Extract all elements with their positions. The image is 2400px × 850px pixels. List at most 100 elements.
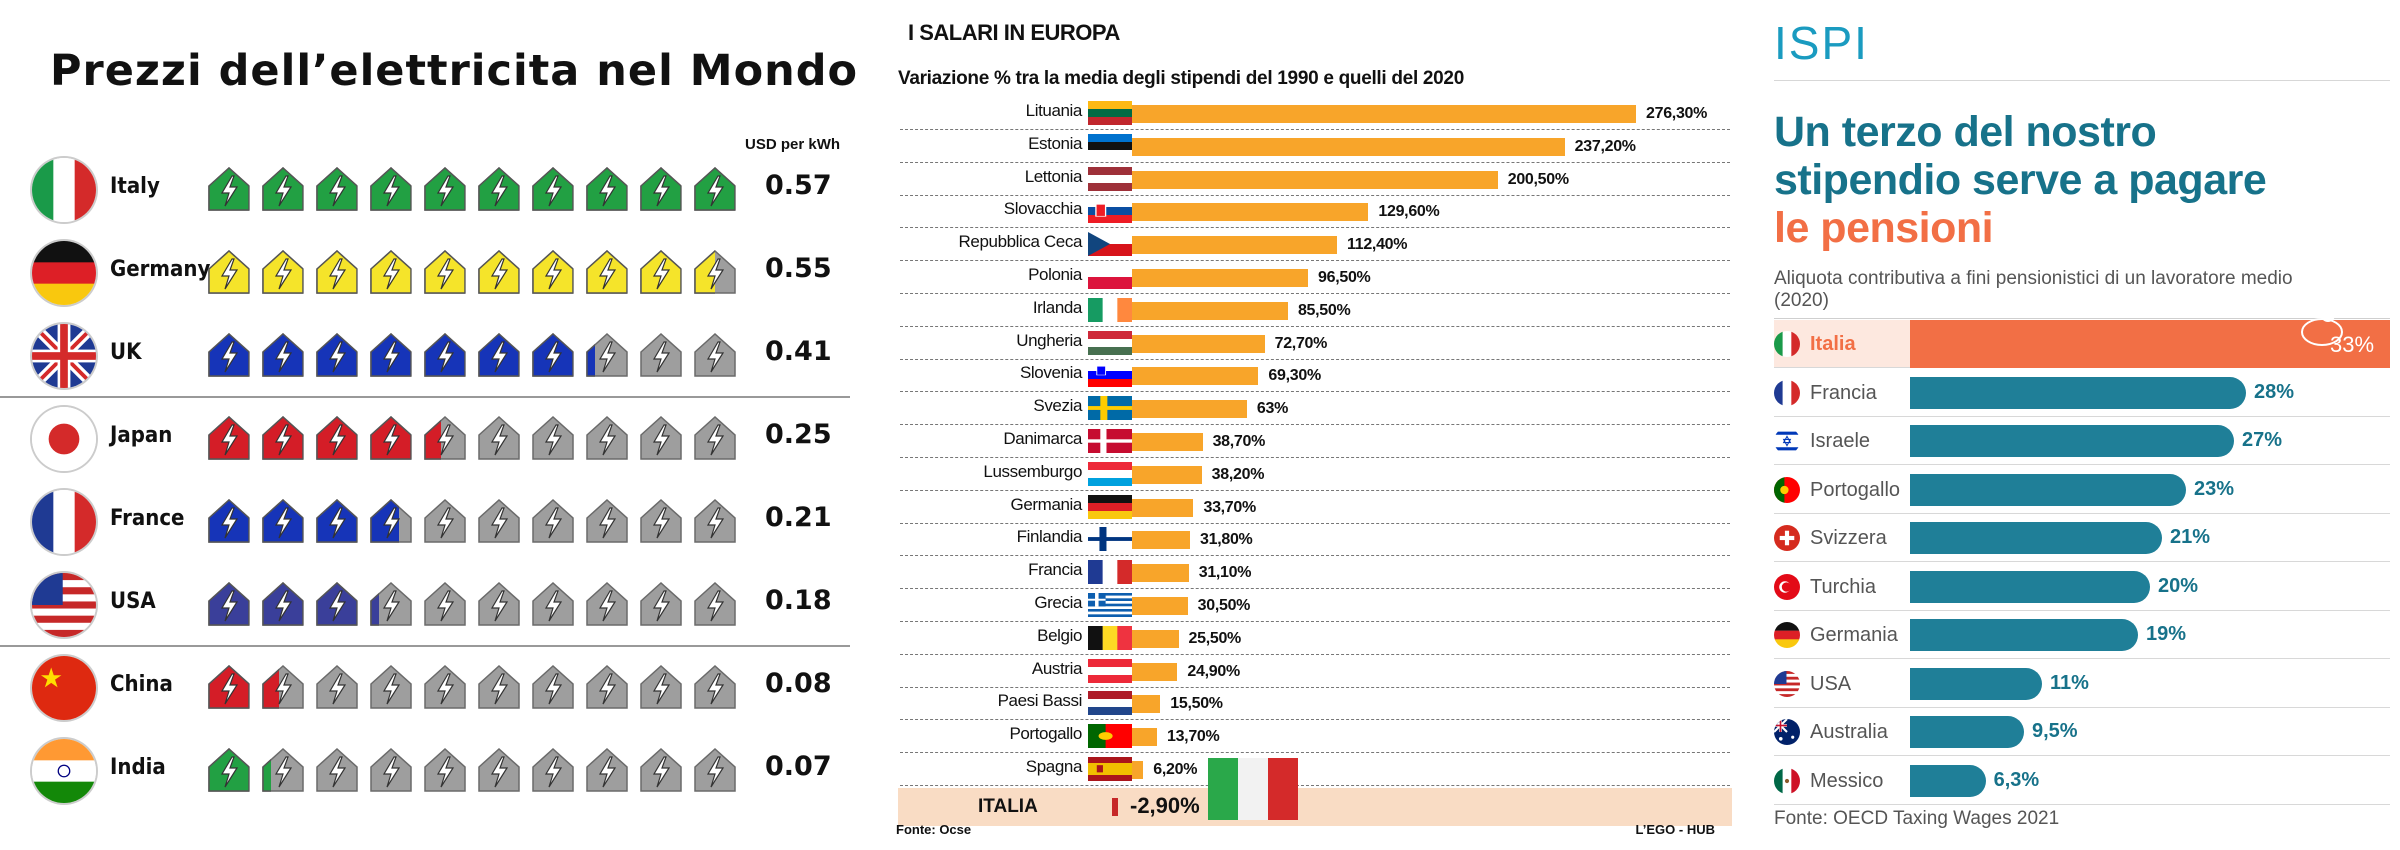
row-divider (1774, 512, 2390, 514)
house-icon (316, 664, 358, 709)
country-label: Estonia (1028, 133, 1082, 153)
pension-value-label: 11% (2050, 671, 2089, 694)
price-value: 0.07 (765, 751, 832, 782)
house-icon (532, 415, 574, 460)
country-label: Grecia (1034, 593, 1082, 612)
house-icon (532, 249, 574, 294)
panel1-unit-label: USD per kWh (745, 136, 841, 153)
flag-germania-image (1088, 494, 1132, 519)
pension-row: Svizzera 21% (1774, 514, 2390, 562)
flag-belgio-image (1088, 625, 1133, 650)
salary-bar (1132, 105, 1636, 123)
salary-row: Germania 33,70% (900, 490, 1730, 524)
country-label: Polonia (1028, 265, 1082, 284)
flag-usa-icon (32, 573, 96, 637)
row-divider (1774, 464, 2390, 465)
flag-portogallo-image (1088, 724, 1132, 749)
salary-bar (1132, 400, 1247, 419)
flag-spagna-icon (1088, 757, 1132, 782)
salary-value-label: 24,90% (1187, 662, 1240, 680)
house-icons (208, 332, 736, 377)
country-label: France (110, 506, 185, 531)
panel3-subtitle: Aliquota contributiva a fini pensionisti… (1774, 268, 2293, 311)
flag-francia-icon (1088, 560, 1133, 585)
price-value: 0.25 (765, 419, 832, 450)
house-icon (532, 581, 574, 626)
house-icon (316, 332, 358, 377)
house-icon (316, 415, 358, 460)
flag-lettonia-image (1088, 166, 1132, 191)
flag-slovenia-image (1088, 363, 1132, 388)
flag-usa-icon (1774, 670, 1800, 697)
salary-bar (1132, 728, 1157, 747)
house-icon (262, 747, 304, 792)
flag-japan-image (32, 407, 96, 471)
house-icon (370, 166, 412, 211)
salary-value-label: 200,50% (1507, 170, 1569, 188)
house-icon (640, 498, 682, 543)
house-icons (208, 747, 736, 792)
flag-estonia-icon (1088, 133, 1132, 158)
house-icon (424, 249, 466, 294)
salary-row: Grecia 30,50% (900, 588, 1730, 622)
salary-value-label: 72,70% (1274, 334, 1328, 352)
salary-bar (1132, 695, 1161, 714)
country-label: Repubblica Ceca (958, 232, 1083, 252)
house-icon (694, 166, 736, 211)
pension-row: USA 11% (1774, 660, 2390, 708)
house-icon (586, 498, 628, 543)
flag-finlandia-icon (1088, 527, 1132, 552)
house-icon (478, 664, 520, 709)
italy-flag-icon (1208, 758, 1298, 820)
country-label: Francia (1810, 381, 1877, 404)
flag-slovenia-icon (1088, 363, 1132, 388)
pension-bar (1910, 473, 2186, 506)
house-icon (478, 166, 520, 211)
house-icon (262, 166, 304, 211)
salary-row: Spagna 6,20% (900, 752, 1730, 786)
pension-row: Turchia 20% (1774, 563, 2390, 611)
house-icon (424, 747, 466, 792)
pictograph-row: Japan 0.25 (0, 399, 840, 479)
pension-bar (1910, 716, 2024, 748)
salary-row: Lituania 276,30% (900, 96, 1730, 130)
house-icon (640, 166, 682, 211)
headline-line-3: le pensioni (1774, 204, 1994, 252)
house-icon (370, 332, 412, 377)
flag-turchia-icon (1774, 573, 1800, 600)
flag-polonia-icon (1088, 265, 1132, 290)
house-icon (316, 498, 358, 543)
country-label: Messico (1810, 769, 1884, 792)
flag-polonia-image (1088, 265, 1132, 290)
house-icon (316, 747, 358, 792)
pictograph-row: USA 0.18 (0, 565, 840, 645)
house-icon (586, 664, 628, 709)
panel2-subtitle: Variazione % tra la media degli stipendi… (898, 68, 1464, 89)
country-label: India (110, 755, 166, 780)
salary-bar (1132, 301, 1288, 320)
pictograph-row: Germany 0.55 (0, 233, 840, 313)
salary-value-label: 69,30% (1268, 367, 1321, 385)
salary-row: Portogallo 13,70% (900, 719, 1730, 754)
flag-portogallo-image (1774, 476, 1800, 503)
house-icon (208, 415, 250, 460)
pension-value-label: 28% (2254, 380, 2295, 403)
house-icon (370, 747, 412, 792)
salary-row: Austria 24,90% (900, 654, 1730, 688)
house-icon (208, 249, 250, 294)
panel2-title: I SALARI IN EUROPA (908, 20, 1120, 45)
salary-value-label: 276,30% (1646, 105, 1708, 122)
salary-row: Francia 31,10% (900, 555, 1730, 590)
pension-bar (1910, 376, 2246, 409)
italia-value-label: -2,90% (1130, 793, 1200, 818)
pension-bar (1910, 522, 2162, 554)
flag-lussemburgo-image (1088, 461, 1132, 486)
flag-ungheria-image (1088, 330, 1132, 355)
country-label: Irlanda (1032, 297, 1083, 317)
pictograph-row: UK 0.41 (0, 316, 840, 396)
house-icons (208, 581, 736, 626)
house-icon (640, 581, 682, 626)
flag-paesi-bassi-image (1088, 691, 1132, 716)
country-label: Germania (1810, 624, 1898, 646)
group-separator (0, 396, 850, 398)
